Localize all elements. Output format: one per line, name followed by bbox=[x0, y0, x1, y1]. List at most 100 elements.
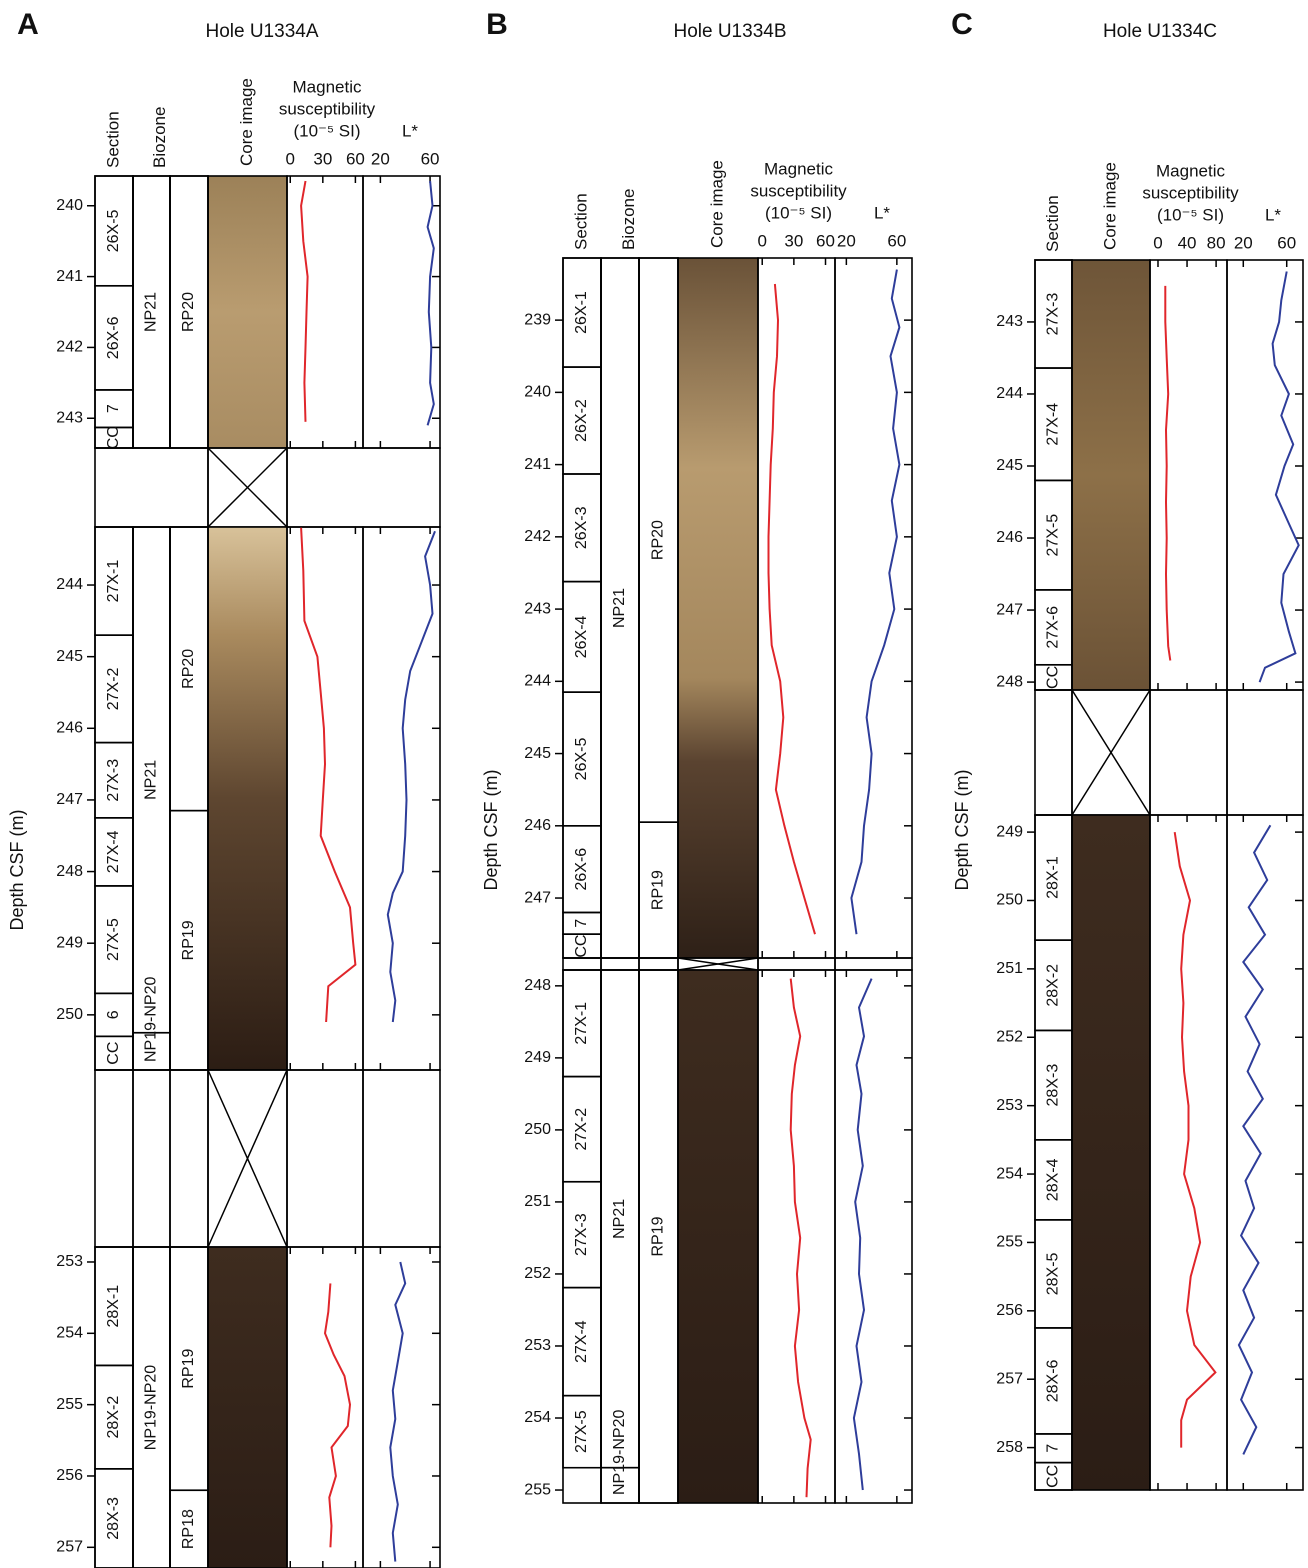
y-tick-label: 247 bbox=[56, 791, 83, 808]
y-tick-label: 248 bbox=[56, 863, 83, 880]
column-frame bbox=[1227, 815, 1303, 1490]
ms-header: susceptibility bbox=[279, 99, 376, 118]
core-image bbox=[208, 176, 287, 448]
section-label: 27X-3 bbox=[105, 759, 122, 802]
y-tick-label: 243 bbox=[524, 600, 551, 617]
section-label: CC bbox=[573, 935, 590, 958]
column-frame bbox=[1150, 260, 1227, 690]
biozone-label: RP18 bbox=[180, 1509, 197, 1549]
gap-box bbox=[363, 1070, 440, 1247]
y-tick-label: 257 bbox=[56, 1539, 83, 1556]
column-frame bbox=[835, 258, 912, 958]
column-header: Biozone bbox=[150, 107, 169, 168]
biozone-label: NP21 bbox=[143, 292, 160, 332]
y-tick-label: 253 bbox=[56, 1253, 83, 1270]
lstar-header: L* bbox=[402, 121, 418, 140]
section-label: 27X-5 bbox=[573, 1410, 590, 1453]
section-label: 26X-6 bbox=[105, 316, 122, 359]
ms-curve bbox=[301, 181, 308, 422]
y-tick-label: 253 bbox=[524, 1337, 551, 1354]
section-label: 26X-5 bbox=[105, 209, 122, 252]
gap-box bbox=[287, 1070, 363, 1247]
section-label: CC bbox=[105, 426, 122, 449]
y-tick-label: 247 bbox=[524, 889, 551, 906]
y-tick-label: 253 bbox=[996, 1097, 1023, 1114]
core-image bbox=[1072, 260, 1150, 690]
column-header: Core image bbox=[237, 78, 256, 166]
biozone-label: RP19 bbox=[650, 1216, 667, 1256]
panel-letter: A bbox=[17, 8, 39, 41]
y-axis-label: Depth CSF (m) bbox=[952, 769, 972, 890]
ms-tick-label: 30 bbox=[784, 231, 803, 250]
core-image bbox=[678, 258, 758, 958]
y-tick-label: 249 bbox=[56, 934, 83, 951]
ms-tick-label: 30 bbox=[313, 149, 332, 168]
ms-header: Magnetic bbox=[1156, 161, 1225, 180]
column-frame bbox=[287, 176, 363, 448]
ms-tick-label: 0 bbox=[286, 149, 295, 168]
section-label: CC bbox=[1045, 1465, 1062, 1488]
gap-box bbox=[1150, 690, 1227, 815]
lstar-tick-label: 20 bbox=[371, 149, 390, 168]
y-tick-label: 243 bbox=[56, 409, 83, 426]
column-frame bbox=[639, 258, 678, 958]
gap-box bbox=[563, 958, 601, 970]
y-tick-label: 245 bbox=[56, 648, 83, 665]
column-header: Section bbox=[103, 111, 122, 168]
biozone-label: NP21 bbox=[611, 588, 628, 628]
section-label: 28X-1 bbox=[105, 1285, 122, 1328]
y-tick-label: 248 bbox=[524, 977, 551, 994]
column-header: Section bbox=[1043, 195, 1062, 252]
ms-tick-label: 40 bbox=[1178, 233, 1197, 252]
lstar-curve bbox=[851, 270, 899, 935]
section-label: 27X-2 bbox=[573, 1108, 590, 1151]
panel-letter: C bbox=[951, 8, 973, 41]
section-label: 28X-4 bbox=[1045, 1158, 1062, 1201]
y-tick-label: 252 bbox=[524, 1265, 551, 1282]
panel-title: Hole U1334B bbox=[673, 21, 786, 42]
ms-curve bbox=[769, 284, 816, 934]
y-tick-label: 249 bbox=[996, 823, 1023, 840]
ms-curve bbox=[1165, 286, 1170, 661]
biozone-label: RP20 bbox=[650, 520, 667, 560]
biozone-label: NP21 bbox=[143, 760, 160, 800]
gap-box bbox=[835, 958, 912, 970]
ms-tick-label: 80 bbox=[1207, 233, 1226, 252]
gap-box bbox=[287, 448, 440, 527]
core-image bbox=[678, 970, 758, 1503]
y-tick-label: 251 bbox=[996, 960, 1023, 977]
lstar-curve bbox=[1260, 272, 1299, 683]
biozone-label: RP20 bbox=[180, 649, 197, 689]
section-label: 26X-2 bbox=[573, 399, 590, 442]
y-tick-label: 255 bbox=[524, 1481, 551, 1498]
biozone-label: NP19-NP20 bbox=[611, 1410, 628, 1495]
section-label: 26X-1 bbox=[573, 291, 590, 334]
y-tick-label: 257 bbox=[996, 1370, 1023, 1387]
ms-curve bbox=[325, 1283, 350, 1547]
biozone-label: RP19 bbox=[180, 920, 197, 960]
lstar-curve bbox=[390, 1262, 405, 1562]
column-frame bbox=[287, 1247, 363, 1568]
gap-box bbox=[133, 1070, 170, 1247]
lstar-curve bbox=[1239, 825, 1271, 1454]
panel-title: Hole U1334C bbox=[1103, 21, 1217, 42]
ms-tick-label: 60 bbox=[816, 231, 835, 250]
section-label: 6 bbox=[105, 1010, 122, 1019]
core-image bbox=[208, 527, 287, 1070]
ms-header: Magnetic bbox=[764, 159, 833, 178]
section-label: 28X-2 bbox=[1045, 964, 1062, 1007]
section-label: 26X-5 bbox=[573, 738, 590, 781]
y-tick-label: 241 bbox=[56, 268, 83, 285]
section-label: 7 bbox=[1045, 1444, 1062, 1453]
section-label: 27X-1 bbox=[573, 1002, 590, 1045]
ms-header: (10⁻⁵ SI) bbox=[1157, 205, 1224, 224]
y-tick-label: 240 bbox=[524, 384, 551, 401]
y-tick-label: 258 bbox=[996, 1439, 1023, 1456]
section-label: 27X-6 bbox=[1045, 606, 1062, 649]
section-label: 27X-2 bbox=[105, 667, 122, 710]
ms-curve bbox=[1175, 832, 1216, 1448]
y-tick-label: 256 bbox=[56, 1467, 83, 1484]
section-label: 28X-3 bbox=[105, 1497, 122, 1540]
lstar-curve bbox=[854, 979, 872, 1490]
section-label: 27X-4 bbox=[573, 1320, 590, 1363]
